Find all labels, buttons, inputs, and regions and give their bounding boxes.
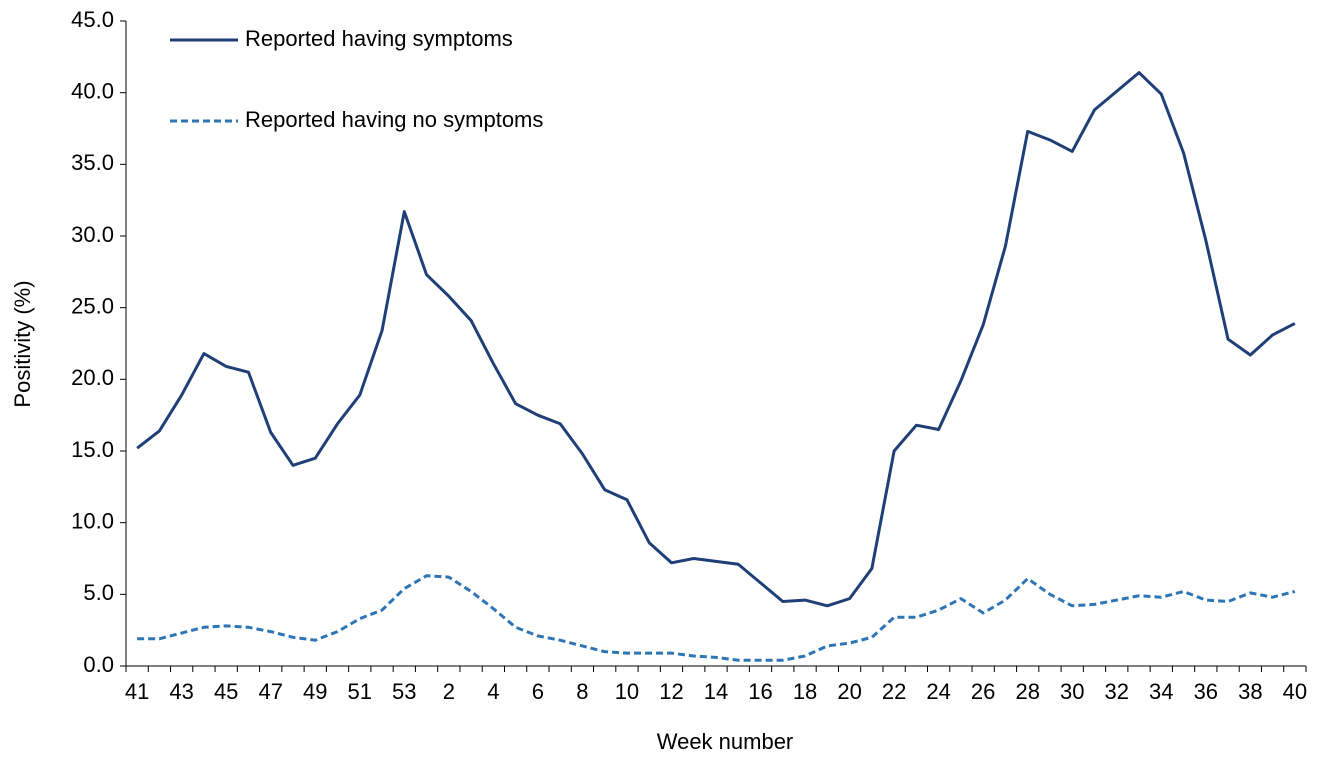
x-tick-label: 41 (125, 679, 149, 704)
y-tick-label: 5.0 (83, 580, 114, 605)
x-tick-label: 51 (348, 679, 372, 704)
x-tick-label: 43 (169, 679, 193, 704)
y-tick-label: 10.0 (71, 508, 114, 533)
x-tick-label: 28 (1015, 679, 1039, 704)
legend-label: Reported having symptoms (245, 26, 513, 51)
x-tick-label: 6 (532, 679, 544, 704)
y-tick-label: 35.0 (71, 150, 114, 175)
x-tick-label: 45 (214, 679, 238, 704)
x-tick-label: 12 (659, 679, 683, 704)
x-tick-label: 47 (258, 679, 282, 704)
y-tick-label: 25.0 (71, 293, 114, 318)
legend-label: Reported having no symptoms (245, 107, 543, 132)
x-tick-label: 49 (303, 679, 327, 704)
y-axis-label: Positivity (%) (10, 280, 35, 407)
series-line (137, 574, 1296, 662)
x-axis-label: Week number (657, 729, 794, 754)
x-tick-label: 34 (1149, 679, 1173, 704)
x-tick-label: 26 (971, 679, 995, 704)
x-tick-label: 14 (704, 679, 728, 704)
x-tick-label: 20 (837, 679, 861, 704)
series-line (136, 71, 1296, 608)
x-tick-label: 40 (1283, 679, 1307, 704)
y-tick-label: 40.0 (71, 78, 114, 103)
y-tick-label: 0.0 (83, 652, 114, 677)
y-tick-label: 45.0 (71, 7, 114, 32)
x-tick-label: 10 (615, 679, 639, 704)
x-tick-label: 16 (748, 679, 772, 704)
y-tick-label: 15.0 (71, 437, 114, 462)
x-tick-label: 18 (793, 679, 817, 704)
x-tick-label: 32 (1105, 679, 1129, 704)
x-tick-label: 24 (926, 679, 950, 704)
x-tick-label: 36 (1194, 679, 1218, 704)
y-tick-label: 20.0 (71, 365, 114, 390)
x-tick-label: 2 (443, 679, 455, 704)
x-tick-label: 53 (392, 679, 416, 704)
x-tick-label: 4 (487, 679, 499, 704)
x-tick-label: 30 (1060, 679, 1084, 704)
x-tick-label: 8 (576, 679, 588, 704)
y-tick-label: 30.0 (71, 222, 114, 247)
x-tick-label: 22 (882, 679, 906, 704)
x-tick-label: 38 (1238, 679, 1262, 704)
